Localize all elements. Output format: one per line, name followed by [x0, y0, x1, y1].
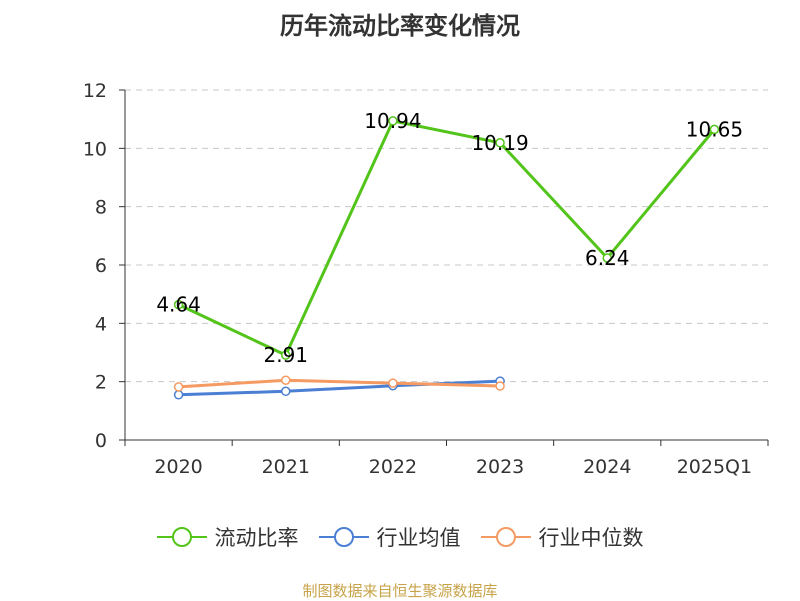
data-labels: 4.64 2.91 10.94 10.19 6.24 10.65 [156, 109, 743, 367]
y-tick-label: 4 [95, 313, 107, 335]
grid-lines [125, 89, 768, 383]
data-point-current-ratio [495, 138, 505, 148]
y-tick-label: 0 [95, 430, 107, 452]
legend-label-industry-median: 行业中位数 [538, 526, 644, 550]
x-tick-label: 2024 [583, 456, 631, 478]
data-label: 10.94 [364, 109, 421, 133]
legend-item-current-ratio[interactable]: 流动比率 [156, 522, 299, 552]
data-label: 4.64 [156, 293, 201, 317]
x-tick-label: 2023 [476, 456, 524, 478]
series-line-current-ratio [177, 119, 716, 357]
data-label: 2.91 [263, 343, 308, 367]
data-point-current-ratio [281, 350, 291, 360]
legend-label-current-ratio: 流动比率 [214, 526, 299, 550]
x-tick-label: 2022 [369, 456, 417, 478]
data-point-industry-mean [173, 390, 184, 400]
y-tick-label: 10 [83, 138, 107, 160]
y-tick-label: 2 [95, 372, 107, 394]
x-tick-label: 2020 [154, 456, 202, 478]
y-tick-label: 8 [95, 197, 107, 219]
data-point-current-ratio [173, 299, 184, 310]
data-point-current-ratio [602, 253, 612, 263]
series-group [173, 116, 720, 400]
x-tick-label: 2025Q1 [677, 456, 752, 478]
legend-item-industry-median[interactable]: 行业中位数 [480, 522, 644, 552]
legend-marker-industry-median [480, 527, 531, 547]
data-point-industry-median [495, 381, 505, 391]
data-label: 10.19 [471, 131, 528, 155]
data-label: 6.24 [585, 246, 630, 270]
data-point-industry-mean [281, 386, 291, 397]
axes: 0 2 4 6 8 10 12 2020 2021 2022 2023 2024 2025Q1 [83, 80, 769, 478]
legend-label-industry-mean: 行业均值 [376, 526, 461, 550]
chart-title: 历年流动比率变化情况 [280, 12, 520, 40]
legend: 流动比率 行业均值 行业中位数 [0, 520, 800, 554]
legend-marker-industry-mean [318, 527, 369, 547]
data-point-industry-median [388, 378, 398, 388]
data-point-industry-median [173, 382, 184, 392]
series-line-industry-median [177, 378, 502, 389]
data-point-industry-median [281, 375, 291, 385]
y-tick-label: 6 [95, 255, 107, 277]
y-tick-label: 12 [83, 80, 107, 102]
x-tick-label: 2021 [262, 456, 310, 478]
data-label: 10.65 [686, 117, 743, 141]
legend-marker-current-ratio [156, 527, 207, 547]
data-point-current-ratio [388, 116, 398, 126]
data-point-current-ratio [709, 124, 720, 135]
legend-item-industry-mean[interactable]: 行业均值 [318, 522, 461, 552]
source-note: 制图数据来自恒生聚源数据库 [302, 582, 498, 600]
